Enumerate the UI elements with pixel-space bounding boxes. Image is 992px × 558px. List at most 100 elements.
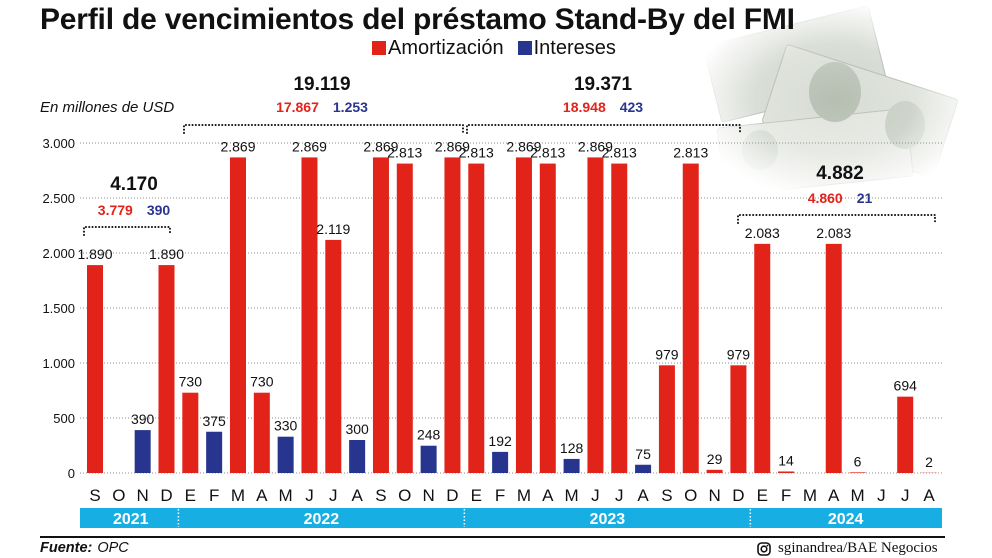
year-label: 2024 [828,511,864,528]
legend-item-intereses: Intereses [517,37,616,59]
x-tick-label: J [329,486,338,505]
data-label-amortizacion: 2.083 [816,225,851,241]
year-subtotals: 4.860 21 [808,190,873,206]
x-tick-label: A [542,486,554,505]
y-tick-label: 3.000 [42,136,75,151]
data-label-amortizacion: 2.813 [602,145,637,161]
bar-intereses [635,464,652,473]
bar-intereses [420,445,437,473]
x-tick-label: N [708,486,720,505]
data-label-intereses: 128 [560,440,584,456]
data-label-intereses: 390 [131,411,155,427]
legend-label-intereses: Intereses [533,37,616,59]
bar-amortizacion [158,265,175,473]
x-tick-label: N [422,486,434,505]
credit: sginandrea/BAE Negocios [757,540,938,557]
money-photo-background [703,5,958,196]
x-tick-label: J [305,486,314,505]
x-tick-label: D [446,486,458,505]
data-label-amortizacion: 2.869 [363,138,398,154]
x-tick-label: A [923,486,935,505]
data-label-amortizacion: 979 [727,346,751,362]
data-label-amortizacion: 2.869 [578,138,613,154]
x-tick-label: M [850,486,864,505]
x-tick-label: O [684,486,697,505]
bar-amortizacion [730,365,747,473]
bar-amortizacion [849,472,866,473]
year-bracket [737,214,936,224]
year-total-label: 19.371 [574,74,633,95]
data-label-amortizacion: 2.869 [220,138,255,154]
banknote-portrait [742,130,778,170]
x-tick-label: D [732,486,744,505]
legend-swatch-amortizacion [372,41,386,55]
x-tick-label: J [901,486,910,505]
bar-intereses [277,436,294,473]
bar-amortizacion [682,163,699,473]
x-tick-label: E [185,486,196,505]
data-label-amortizacion: 730 [179,374,203,390]
data-label-intereses: 330 [274,418,298,434]
x-tick-label: O [398,486,411,505]
banknote-portrait [885,101,925,149]
data-label-amortizacion: 730 [250,374,274,390]
legend-swatch-intereses [517,41,532,55]
data-label-intereses: 192 [488,433,512,449]
data-label-amortizacion: 2.813 [673,145,708,161]
x-tick-label: M [517,486,531,505]
bar-amortizacion [587,157,604,473]
x-tick-label: D [160,486,172,505]
x-tick-label: M [279,486,293,505]
bar-amortizacion [754,243,771,473]
x-tick-label: N [137,486,149,505]
x-tick-label: F [495,486,505,505]
data-label-intereses: 248 [417,427,441,443]
year-label: 2023 [590,511,626,528]
year-subtotal-intereses: 390 [147,202,171,218]
bar-amortizacion [468,163,485,473]
x-tick-label: E [757,486,768,505]
bar-amortizacion [539,163,556,473]
data-label-intereses: 300 [345,421,369,437]
data-label-amortizacion: 2 [925,454,933,470]
bar-amortizacion [444,157,461,473]
year-subtotal-intereses: 21 [857,190,873,206]
data-label-amortizacion: 979 [655,346,679,362]
data-label-intereses: 375 [202,413,226,429]
data-label-amortizacion: 6 [854,453,862,469]
bar-intereses [349,440,366,473]
data-label-amortizacion: 2.869 [292,138,327,154]
data-label-amortizacion: 694 [894,378,918,394]
legend-label-amortizacion: Amortización [388,37,504,59]
bar-intereses [492,451,509,473]
year-subtotal-amortizacion: 18.948 [563,99,606,115]
year-subtotal-amortizacion: 4.860 [808,190,843,206]
footer-divider [40,536,945,538]
year-subtotals: 3.779 390 [98,202,171,218]
data-label-amortizacion: 2.869 [506,138,541,154]
year-label: 2022 [304,511,340,528]
bar-intereses [563,458,580,473]
y-tick-label: 2.500 [42,191,75,206]
data-label-amortizacion: 1.890 [149,246,184,262]
year-bracket [83,226,171,236]
data-label-intereses: 75 [635,446,651,462]
year-total-label: 4.882 [816,163,864,184]
x-tick-label: E [471,486,482,505]
bar-amortizacion [301,157,318,473]
x-tick-label: A [351,486,363,505]
year-subtotals: 18.948 423 [563,99,643,115]
bar-amortizacion [182,392,199,473]
data-label-amortizacion: 2.813 [387,145,422,161]
bar-amortizacion [778,471,795,473]
data-label-amortizacion: 1.890 [77,246,112,262]
bar-amortizacion [897,396,914,473]
data-label-amortizacion: 2.869 [435,138,470,154]
x-tick-label: J [615,486,624,505]
bar-amortizacion [825,243,842,473]
bar-amortizacion [515,157,532,473]
bar-amortizacion [253,392,270,473]
instagram-icon [757,541,771,556]
bar-amortizacion [372,157,389,473]
